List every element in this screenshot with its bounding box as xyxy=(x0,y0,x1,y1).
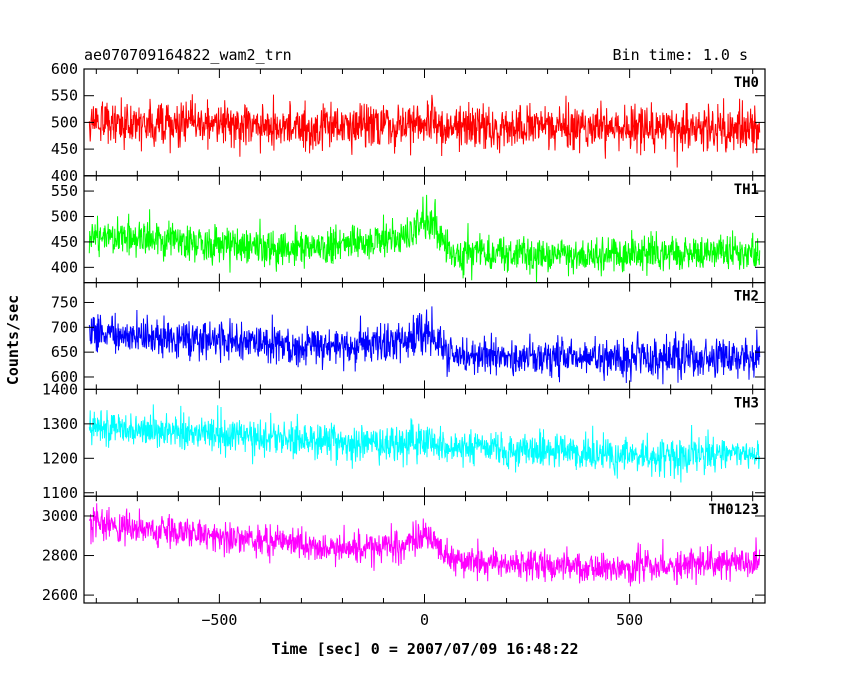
y-tick-label: 500 xyxy=(51,113,78,131)
y-tick-label: 2600 xyxy=(42,586,78,604)
x-tick-label: −500 xyxy=(201,611,237,629)
y-tick-label: 1100 xyxy=(42,484,78,502)
y-tick-label: 500 xyxy=(51,207,78,225)
y-tick-label: 600 xyxy=(51,60,78,78)
panel-th0: 400 450 500 550 600 TH0 xyxy=(51,60,766,185)
y-tick-label: 1300 xyxy=(42,415,78,433)
y-tick-label: 1400 xyxy=(42,380,78,398)
panel-label-th0: TH0 xyxy=(734,75,759,91)
y-tick-label: 600 xyxy=(51,368,78,386)
x-tick-label: 500 xyxy=(616,611,643,629)
y-tick-label: 550 xyxy=(51,182,78,200)
y-tick-label: 400 xyxy=(51,258,78,276)
y-tick-label: 400 xyxy=(51,167,78,185)
panel-th2: 600 650 700 750 TH2 xyxy=(51,282,766,391)
x-tick-label: 0 xyxy=(420,611,429,629)
y-tick-label: 1200 xyxy=(42,449,78,467)
y-tick-label: 450 xyxy=(51,233,78,251)
panel-label-th1: TH1 xyxy=(734,182,759,198)
panel-label-th2: TH2 xyxy=(734,289,759,305)
panels-group: 400 450 500 550 600 TH0 400 450 500 550 TH1 600 650 7… xyxy=(42,60,766,604)
series-line-th0 xyxy=(88,94,761,168)
chart-title: ae070709164822_wam2_trn xyxy=(84,46,292,64)
panel-th3: 1100 1200 1300 1400 TH3 xyxy=(42,380,766,502)
series-line-th3 xyxy=(88,404,761,483)
y-axis-label: Counts/sec xyxy=(4,295,22,385)
y-tick-label: 450 xyxy=(51,140,78,158)
panel-label-th0123: TH0123 xyxy=(708,502,759,518)
series-line-th1 xyxy=(88,194,761,283)
chart-subtitle: Bin time: 1.0 s xyxy=(613,46,748,64)
series-line-th2 xyxy=(88,306,761,385)
y-tick-label: 3000 xyxy=(42,507,78,525)
panel-th1: 400 450 500 550 TH1 xyxy=(51,175,766,284)
x-axis: −500 0 500 xyxy=(201,611,643,629)
y-tick-label: 550 xyxy=(51,87,78,105)
panel-label-th3: TH3 xyxy=(734,395,759,411)
series-line-th0123 xyxy=(88,503,761,587)
y-tick-label: 650 xyxy=(51,343,78,361)
x-axis-label: Time [sec] 0 = 2007/07/09 16:48:22 xyxy=(271,640,578,658)
y-tick-label: 700 xyxy=(51,318,78,336)
panel-th0123: 2600 2800 3000 TH0123 xyxy=(42,495,766,604)
y-tick-label: 2800 xyxy=(42,547,78,565)
y-tick-label: 750 xyxy=(51,293,78,311)
